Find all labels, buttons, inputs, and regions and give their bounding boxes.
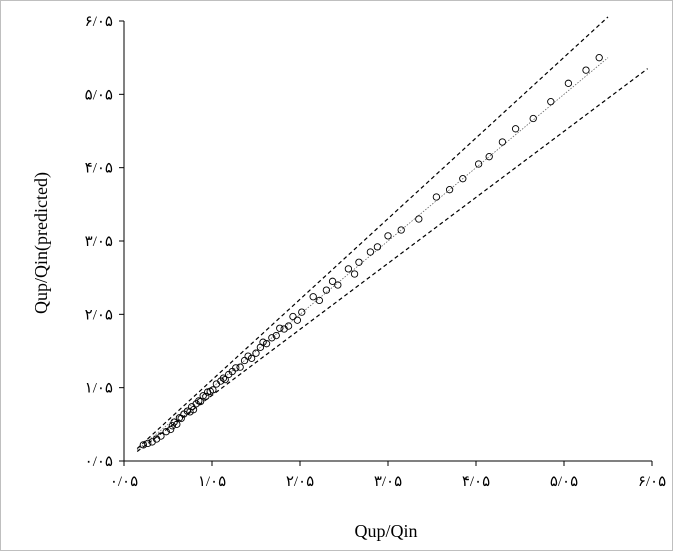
data-point (529, 114, 537, 123)
data-point (459, 175, 467, 183)
x-tick-label: ۱/۰۵ (198, 474, 226, 490)
data-point (289, 312, 297, 321)
data-point (240, 356, 249, 365)
data-point (350, 270, 359, 278)
data-point (221, 375, 229, 384)
data-point (276, 324, 284, 332)
data-point (209, 386, 217, 394)
data-point (236, 363, 244, 371)
bound-line (136, 16, 609, 449)
data-point (315, 296, 324, 305)
y-axis-title: Qup/Qin(predicted) (31, 172, 52, 314)
y-tick-label: ۱/۰۵ (85, 381, 113, 397)
data-point (373, 243, 382, 251)
data-point (284, 322, 293, 330)
data-point (189, 406, 198, 414)
data-point (485, 153, 493, 161)
data-point (582, 66, 590, 74)
data-point (432, 193, 441, 201)
data-point (268, 334, 276, 342)
x-tick-label: ۲/۰۵ (286, 474, 314, 490)
data-point (344, 265, 353, 273)
data-point (355, 258, 363, 266)
data-point (564, 79, 573, 87)
data-point (415, 215, 423, 223)
data-point (498, 138, 507, 146)
data-point (232, 364, 240, 372)
data-point (139, 441, 148, 449)
data-point (262, 340, 271, 348)
data-point (247, 354, 256, 362)
data-point (511, 125, 520, 133)
x-tick-label: ۶/۰۵ (638, 474, 666, 490)
y-tick-label: ۳/۰۵ (85, 234, 113, 250)
y-tick-label: ۵/۰۵ (85, 87, 113, 103)
reference-lines-layer (136, 16, 648, 452)
bound-line (136, 68, 648, 452)
y-tick-label: ۶/۰۵ (85, 14, 113, 30)
data-point (219, 374, 228, 382)
data-point (272, 331, 280, 340)
data-point (202, 392, 210, 401)
x-tick-label: ۵/۰۵ (550, 474, 578, 490)
x-tick-label: ۴/۰۵ (462, 474, 490, 490)
data-point (384, 232, 392, 240)
data-point (474, 160, 483, 168)
data-point (157, 432, 165, 440)
data-point (366, 248, 375, 256)
data-point (173, 420, 181, 428)
data-point (144, 439, 152, 448)
data-point (309, 293, 317, 301)
data-point (298, 308, 306, 316)
points-layer (139, 54, 603, 449)
data-point (196, 397, 205, 406)
data-point (397, 226, 405, 234)
y-tick-label: ۴/۰۵ (85, 161, 113, 177)
data-point (259, 338, 267, 346)
data-point (162, 428, 170, 436)
data-point (168, 422, 177, 430)
data-point (328, 277, 337, 285)
data-point (334, 281, 342, 289)
data-point (445, 186, 454, 194)
ticks-layer: ۰/۰۵ ۱/۰۵ ۲/۰۵ ۳/۰۵ ۴/۰۵ ۵/۰۵ ۶/۰۵ ۰/۰۵ ۱/۰۵ ۲/۰۵… (85, 14, 667, 490)
data-point (293, 316, 302, 324)
x-axis-title: Qup/Qin (355, 521, 418, 541)
x-tick-label: ۰/۰۵ (110, 474, 138, 490)
y-tick-label: ۰/۰۵ (85, 454, 113, 470)
data-point (547, 98, 555, 106)
data-point (186, 408, 194, 416)
trend-line (136, 57, 609, 451)
data-point (244, 352, 252, 360)
data-point (166, 425, 175, 434)
data-point (322, 286, 331, 294)
x-tick-label: ۳/۰۵ (374, 474, 402, 490)
data-point (252, 349, 260, 357)
y-tick-label: ۲/۰۵ (85, 307, 113, 323)
data-point (595, 54, 603, 62)
